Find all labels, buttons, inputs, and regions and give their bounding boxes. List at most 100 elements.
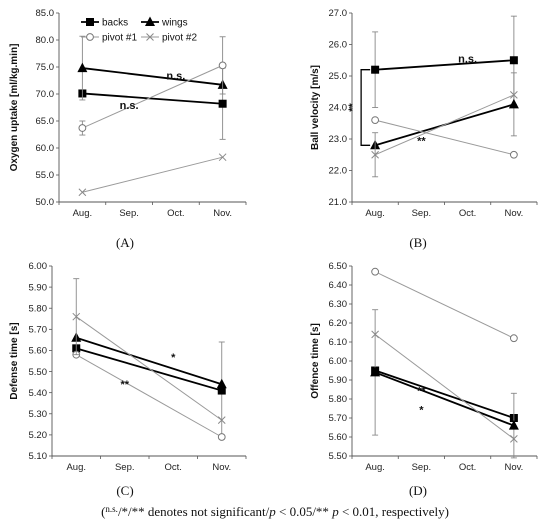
y-tick-label: 5.90 (29, 282, 48, 293)
legend-marker-wings (145, 16, 155, 26)
marker-pivot2 (371, 150, 379, 159)
y-tick-label: 5.80 (29, 303, 48, 314)
caption-p-2: p (331, 504, 339, 519)
y-tick-label: 5.60 (329, 432, 348, 443)
series-line (75, 347, 223, 392)
legend-item-backs: backs (81, 18, 128, 29)
series-pivot2 (371, 91, 518, 178)
y-tick-label: 6.10 (329, 337, 348, 348)
x-tick-label: Sep. (412, 462, 432, 473)
series-line (374, 371, 515, 427)
series-wings (370, 309, 519, 459)
x-tick-label: Aug. (66, 462, 86, 473)
legend: backs wings pivot #1 pivot #2 (81, 16, 197, 44)
series-line (82, 92, 223, 105)
series-line (374, 334, 515, 440)
significance-label: n.s. (458, 54, 477, 66)
series-line (374, 271, 515, 339)
x-tick-label: Sep. (115, 462, 135, 473)
significance-label: * (171, 352, 176, 364)
marker-pivot2-stroke-2 (78, 188, 87, 197)
y-tick-label: 5.70 (29, 325, 48, 336)
panel-letter-A: (A) (116, 235, 134, 250)
x-tick-label: Oct. (165, 462, 182, 473)
legend-label: pivot #2 (162, 33, 197, 44)
marker-pivot1 (218, 61, 227, 70)
panel-letter-B: (B) (409, 235, 426, 250)
x-tick-label: Aug. (365, 462, 385, 473)
significance-label: ** (120, 379, 129, 391)
marker-pivot2-stroke-2 (217, 416, 226, 424)
y-tick-label: 6.00 (329, 356, 348, 367)
series-backs (371, 15, 518, 108)
marker-pivot2-stroke-2 (510, 435, 518, 443)
series-line (82, 156, 223, 193)
marker-pivot2-stroke-2 (72, 312, 81, 321)
x-tick-label: Oct. (459, 208, 476, 219)
series-line (82, 64, 223, 129)
significance-label: ** (347, 103, 359, 112)
y-tick-label: 5.30 (29, 409, 48, 420)
series-line (375, 119, 514, 156)
series-line (82, 67, 223, 86)
y-axis-label: Ball velocity [m/s] (310, 65, 321, 150)
x-tick-label: Oct. (167, 208, 184, 219)
marker-wings (370, 366, 381, 377)
series-line (375, 59, 514, 71)
significance-label: n.s. (166, 71, 185, 83)
caption-text-3: < 0.01, respectively) (339, 504, 449, 519)
caption-text-1: /*/** denotes not significant/ (118, 504, 270, 519)
y-tick-label: 6.30 (329, 299, 348, 310)
y-tick-label: 85.0 (36, 8, 55, 19)
y-tick-label: 5.70 (329, 413, 348, 424)
x-tick-label: Aug. (73, 208, 93, 219)
x-tick-label: Nov. (504, 208, 523, 219)
legend-label: wings (161, 18, 188, 29)
marker-wings (508, 98, 519, 109)
series-pivot1 (72, 350, 226, 441)
series-line (374, 369, 515, 419)
panel-C: 5.10 5.20 5.30 5.40 5.50 5.60 5.70 5.80 5.90 6.00… (9, 261, 247, 498)
legend-label: pivot #1 (102, 33, 137, 44)
caption-open: ( (101, 504, 105, 519)
series-line (75, 336, 223, 386)
x-tick-label: Nov. (213, 208, 232, 219)
series-line (76, 354, 222, 438)
y-tick-label: 5.60 (29, 346, 48, 357)
plot-A: 50.0 55.0 60.0 65.0 70.0 75.0 80.0 85.0 Aug. Sep.… (9, 8, 247, 219)
series-backs (78, 67, 227, 140)
marker-pivot2-stroke-2 (371, 330, 379, 339)
marker-pivot1 (217, 433, 226, 441)
plot-B: 21.0 22.0 23.0 24.0 25.0 26.0 27.0 Aug. Sep. Oct.… (310, 8, 538, 219)
series-wings (77, 35, 228, 101)
series-pivot1 (371, 267, 518, 343)
y-tick-label: 70.0 (36, 89, 55, 100)
marker-wings (216, 378, 227, 389)
series-line (374, 94, 515, 156)
plot-D: 5.50 5.60 5.70 5.80 5.90 6.00 6.10 6.20 6.30 6.40… (310, 261, 538, 473)
marker-pivot1 (509, 150, 518, 159)
legend-label: backs (102, 18, 128, 29)
panel-A: 50.0 55.0 60.0 65.0 70.0 75.0 80.0 85.0 Aug. Sep.… (9, 8, 247, 250)
legend-item-pivot2: pivot #2 (141, 33, 197, 44)
y-tick-label: 5.40 (29, 388, 48, 399)
y-tick-label: 65.0 (36, 116, 55, 127)
y-tick-label: 22.0 (329, 166, 348, 177)
marker-wings (508, 420, 519, 430)
y-tick-label: 80.0 (36, 35, 55, 46)
series-pivot1 (371, 116, 518, 159)
caption-ns: n.s. (105, 504, 118, 514)
marker-pivot2 (72, 312, 81, 321)
y-tick-label: 26.0 (329, 40, 348, 51)
y-axis-label: Offence time [s] (310, 323, 321, 399)
x-tick-label: Nov. (212, 462, 231, 473)
marker-pivot2 (217, 416, 226, 424)
legend-item-wings: wings (141, 16, 188, 29)
series-pivot1 (78, 36, 227, 136)
y-tick-label: 27.0 (329, 8, 348, 19)
series-wings (71, 332, 227, 389)
marker-pivot1 (371, 267, 380, 276)
y-tick-label: 23.0 (329, 134, 348, 145)
series-line (75, 316, 223, 421)
